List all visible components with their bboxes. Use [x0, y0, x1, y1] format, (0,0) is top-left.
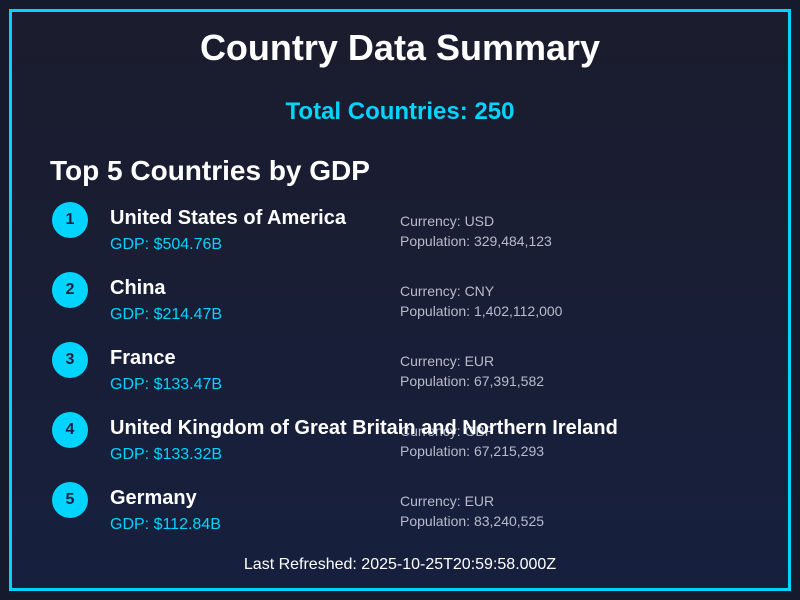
- country-name: Germany: [110, 487, 197, 509]
- country-name: France: [110, 347, 176, 369]
- country-gdp: GDP: $214.47B: [110, 306, 223, 323]
- rank-badge: 2: [52, 272, 88, 308]
- country-row: 5 Germany GDP: $112.84B Currency: EUR Po…: [0, 482, 800, 552]
- country-row: 2 China GDP: $214.47B Currency: CNY Popu…: [0, 272, 800, 342]
- country-name: United States of America: [110, 207, 346, 229]
- total-countries: Total Countries: 250: [285, 98, 515, 125]
- country-name: United Kingdom of Great Britain and Nort…: [110, 417, 618, 439]
- country-row: 3 France GDP: $133.47B Currency: EUR Pop…: [0, 342, 800, 412]
- country-row: 4 Currency: GBP Population: 67,215,293 U…: [0, 412, 800, 482]
- last-refreshed: Last Refreshed: 2025-10-25T20:59:58.000Z: [243, 556, 557, 573]
- rank-badge: 1: [52, 202, 88, 238]
- country-population: Population: 67,215,293: [400, 443, 545, 459]
- country-population: Population: 329,484,123: [400, 233, 552, 249]
- country-gdp: GDP: $112.84B: [110, 516, 221, 533]
- rank-badge: 3: [52, 342, 88, 378]
- country-currency: Currency: USD: [400, 213, 495, 229]
- rank-badge: 4: [52, 412, 88, 448]
- rank-badge: 5: [52, 482, 88, 518]
- country-population: Population: 67,391,582: [400, 373, 545, 389]
- page-title: Country Data Summary: [199, 27, 601, 68]
- country-gdp: GDP: $133.47B: [110, 376, 223, 393]
- country-currency: Currency: EUR: [400, 353, 495, 369]
- country-row: 1 United States of America GDP: $504.76B…: [0, 202, 800, 272]
- country-currency: Currency: EUR: [400, 493, 495, 509]
- country-gdp: GDP: $504.76B: [110, 236, 223, 253]
- country-population: Population: 83,240,525: [400, 513, 545, 529]
- country-population: Population: 1,402,112,000: [400, 303, 563, 319]
- country-name: China: [110, 277, 166, 299]
- section-heading: Top 5 Countries by GDP: [50, 155, 370, 186]
- summary-frame: [9, 9, 791, 591]
- country-currency: Currency: CNY: [400, 283, 495, 299]
- country-gdp: GDP: $133.32B: [110, 446, 223, 463]
- country-currency: Currency: GBP: [400, 423, 495, 439]
